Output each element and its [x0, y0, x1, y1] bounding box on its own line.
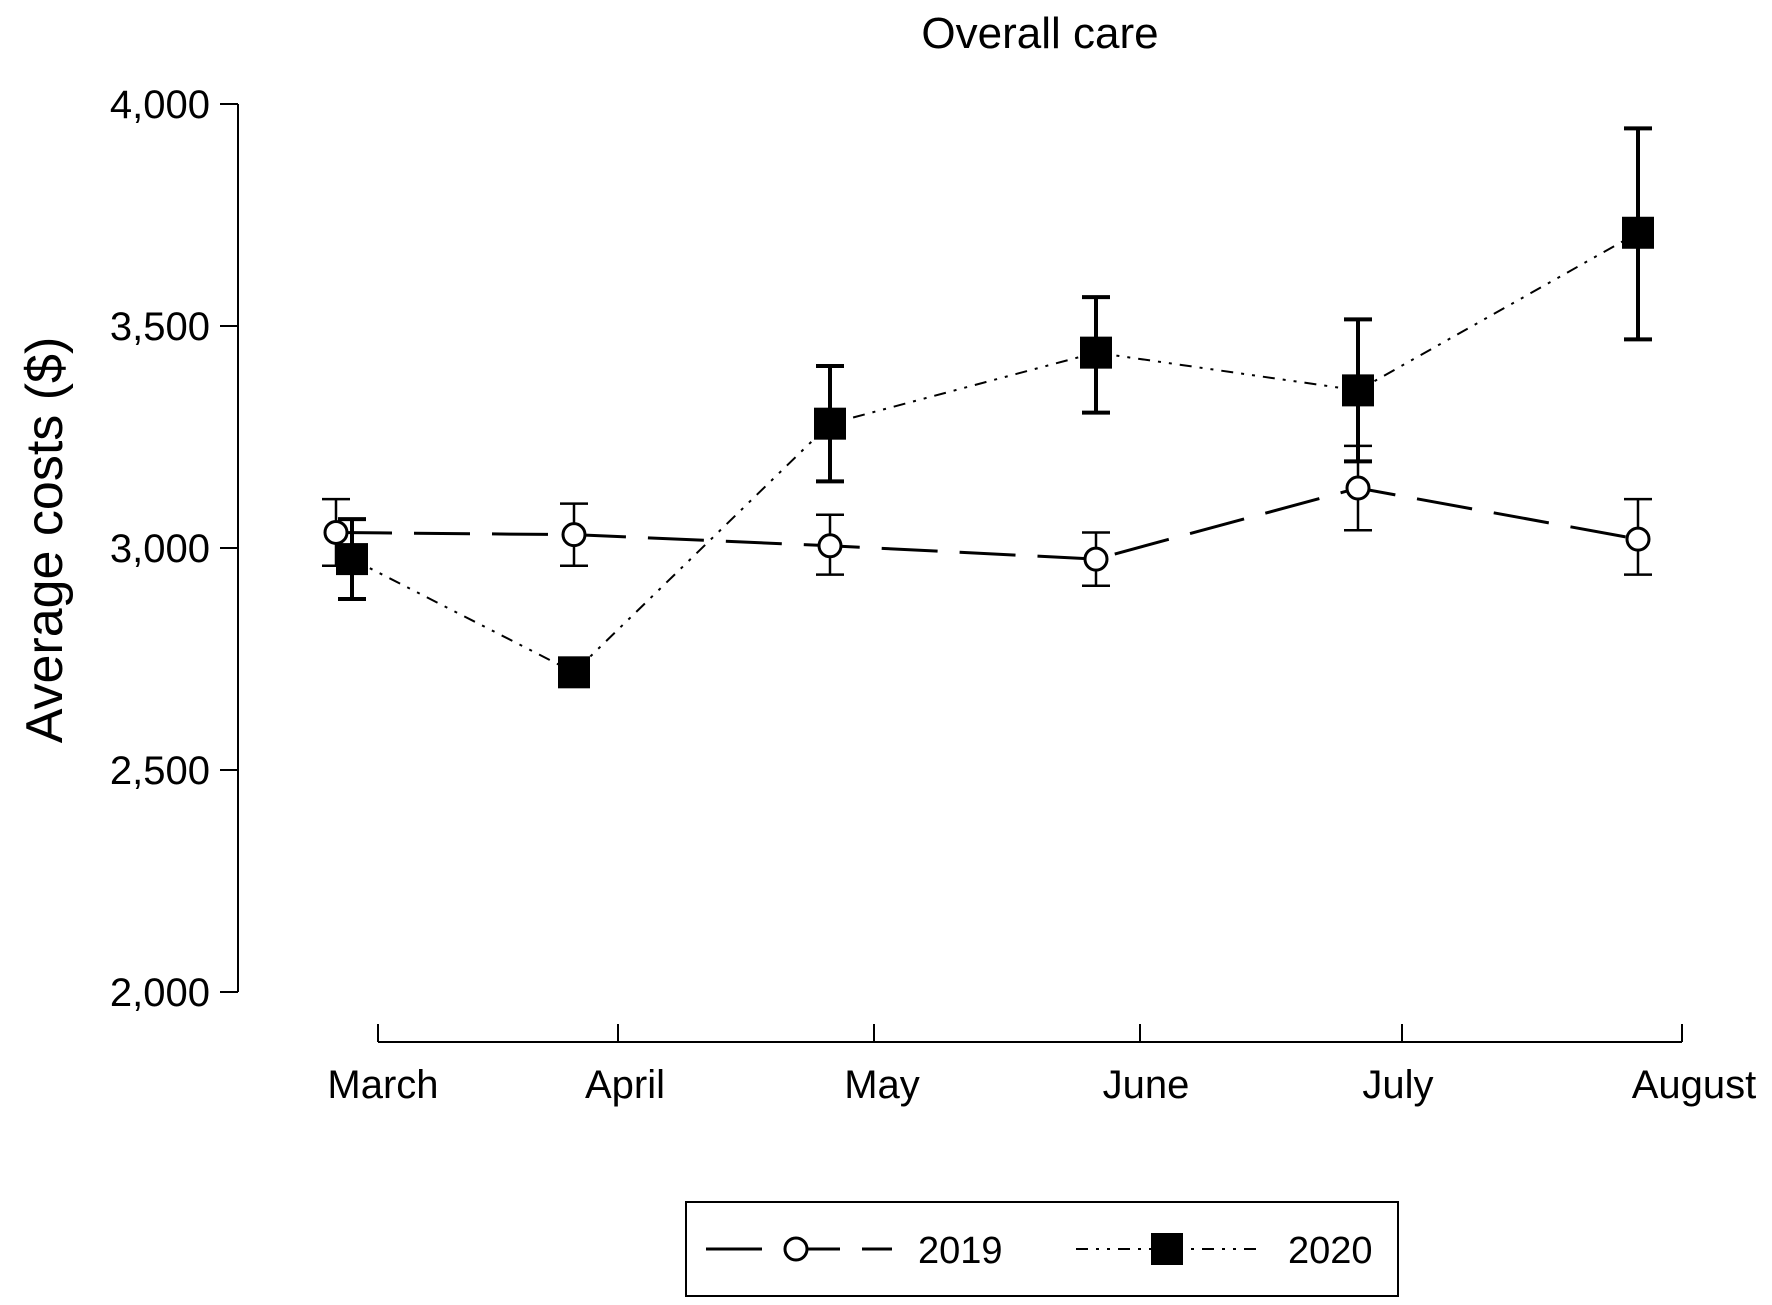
series-2020-point	[336, 543, 368, 576]
legend: 2019 2020	[685, 1201, 1399, 1297]
y-tick-label: 2,500	[110, 749, 210, 793]
series-2019-point	[1083, 546, 1109, 572]
series-2019-point	[817, 533, 843, 559]
series-2020-point	[1622, 216, 1654, 249]
y-tick-label: 3,500	[110, 305, 210, 349]
legend-2020-label: 2020	[1288, 1230, 1373, 1272]
y-tick-label: 2,000	[110, 971, 210, 1015]
x-axis-ticks: March April May June July August	[327, 1024, 1756, 1107]
x-tick-label: June	[1103, 1063, 1190, 1107]
series-2019-point	[1345, 475, 1371, 501]
x-tick-label: April	[585, 1063, 665, 1107]
legend-2019-marker	[783, 1236, 809, 1262]
y-axis-ticks: 2,000 2,500 3,000 3,500 4,000	[110, 83, 238, 1015]
legend-2020-marker	[1151, 1233, 1183, 1265]
series-2020-point	[1080, 336, 1112, 369]
legend-2019-label: 2019	[918, 1230, 1003, 1272]
series-2019-line	[335, 486, 1639, 561]
y-axis-label: Average costs ($)	[16, 337, 74, 744]
y-tick-label: 4,000	[110, 83, 210, 127]
y-tick-label: 3,000	[110, 527, 210, 571]
series-2020-line	[351, 231, 1639, 674]
x-tick-label: August	[1632, 1063, 1757, 1107]
series-2019-point	[561, 522, 587, 548]
series-layer	[322, 126, 1654, 689]
x-tick-label: July	[1362, 1063, 1433, 1107]
series-2019-point	[1625, 526, 1651, 552]
series-2020-point	[1342, 374, 1374, 407]
series-2020-point	[558, 656, 590, 689]
x-tick-label: May	[844, 1063, 920, 1107]
x-tick-label: March	[327, 1063, 438, 1107]
chart-title: Overall care	[921, 9, 1158, 58]
series-2019-point	[323, 519, 349, 545]
series-2020-point	[814, 407, 846, 440]
